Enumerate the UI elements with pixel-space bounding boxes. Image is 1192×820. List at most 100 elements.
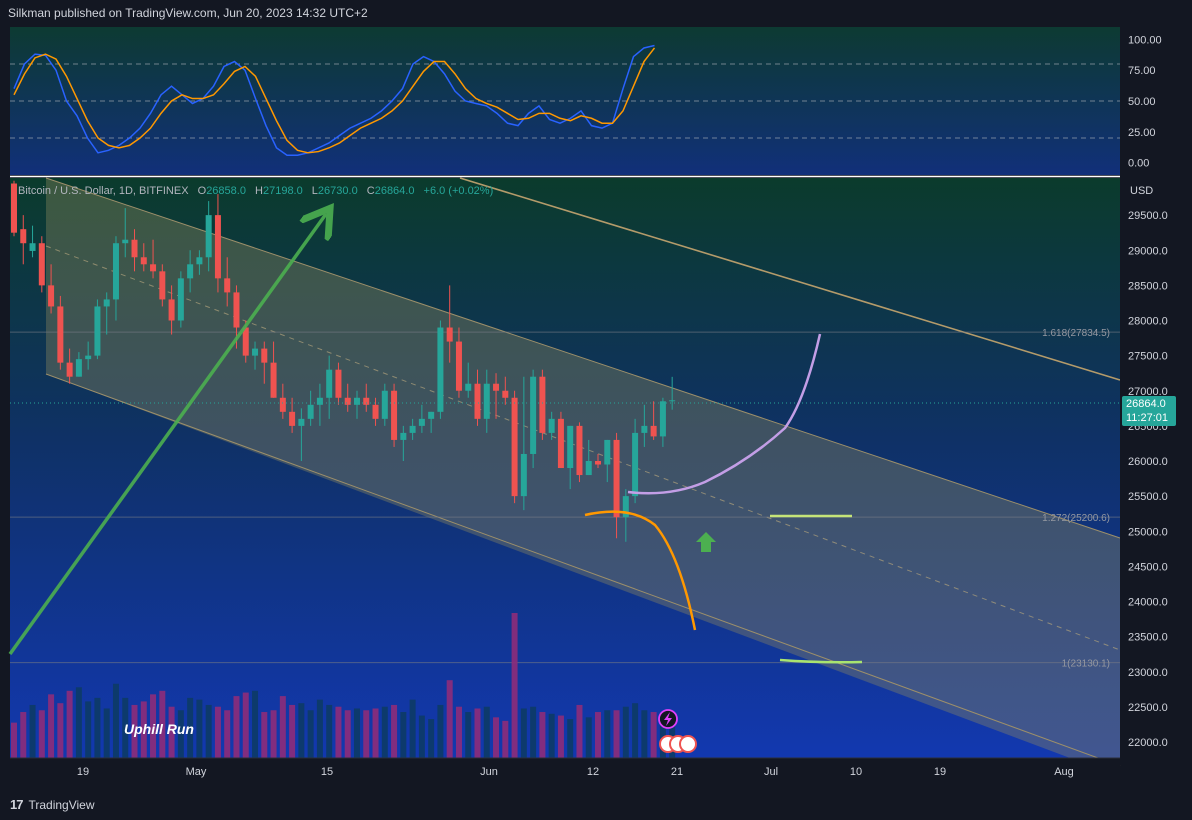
time-tick: 12	[587, 766, 599, 778]
publish-header: Silkman published on TradingView.com, Ju…	[8, 6, 368, 20]
us-flag-icon-3[interactable]	[679, 735, 697, 753]
osc-tick: 25.00	[1128, 127, 1156, 139]
price-tick: 23000.0	[1128, 667, 1168, 679]
volume-bar	[298, 703, 305, 758]
volume-bar	[122, 697, 129, 758]
price-tick: 28000.0	[1128, 316, 1168, 328]
candles	[11, 180, 676, 542]
volume-bars	[11, 613, 676, 758]
candle-body	[270, 362, 277, 398]
candle-body	[20, 229, 27, 244]
volume-bar	[187, 697, 194, 758]
channel-lower-line	[45, 373, 1121, 767]
price-tick: 24500.0	[1128, 561, 1168, 573]
price-tick: 29000.0	[1128, 245, 1168, 257]
volume-bar	[177, 710, 184, 758]
volume-bar	[530, 706, 537, 758]
high-label: H	[255, 185, 263, 197]
volume-bar	[233, 696, 240, 758]
low-label: L	[311, 185, 318, 197]
candle-body	[585, 461, 592, 476]
volume-bar	[604, 710, 611, 758]
volume-bar	[75, 687, 82, 758]
symbol-legend[interactable]: Bitcoin / U.S. Dollar, 1D, BITFINEX O268…	[18, 185, 493, 197]
candle-body	[381, 390, 388, 419]
volume-bar	[20, 712, 27, 758]
volume-bar	[344, 710, 351, 758]
candle-body	[75, 359, 82, 377]
candle-body	[409, 425, 416, 433]
candle-body	[11, 183, 17, 233]
projection-orange-path	[584, 510, 697, 631]
candle-body	[335, 369, 342, 398]
candle-body	[474, 383, 481, 419]
volume-bar	[400, 712, 407, 758]
stoch-d-line	[13, 47, 656, 154]
candle-body	[122, 239, 129, 244]
candle-body	[252, 348, 259, 356]
time-tick: Jul	[764, 766, 778, 778]
volume-bar	[632, 703, 639, 758]
oscillator-axis[interactable]: 100.00 75.00 50.00 25.00 0.00	[1120, 27, 1192, 175]
volume-bar	[446, 680, 453, 758]
events-badges[interactable]	[658, 709, 697, 753]
candle-body	[576, 425, 583, 476]
volume-bar	[316, 699, 323, 758]
candle-body	[205, 215, 212, 258]
candle-body	[224, 278, 231, 293]
volume-bar	[66, 690, 73, 758]
price-tick: 22000.0	[1128, 737, 1168, 749]
price-tick: 23500.0	[1128, 632, 1168, 644]
volume-bar	[196, 699, 203, 758]
candle-body	[455, 341, 462, 391]
volume-bar	[112, 683, 119, 758]
svg-text:11:27:01: 11:27:01	[1126, 412, 1168, 424]
volume-bar	[595, 712, 602, 758]
candle-body	[539, 376, 546, 433]
volume-bar	[585, 717, 592, 758]
fib-label: 1(23130.1)	[1062, 659, 1110, 670]
volume-bar	[159, 690, 166, 758]
candle-body	[622, 496, 629, 518]
volume-bar	[11, 722, 17, 758]
resistance-trendline	[459, 177, 1121, 381]
close-value: 26864.0	[374, 185, 415, 197]
candle-body	[261, 348, 268, 363]
last-price-label: 26864.0 11:27:01	[1122, 396, 1176, 426]
candle-body	[428, 411, 435, 419]
lightning-glyph	[664, 712, 672, 726]
brand-name: TradingView	[28, 797, 95, 812]
price-tick: 28500.0	[1128, 280, 1168, 292]
uphill-arrow	[8, 214, 326, 656]
volume-bar	[279, 696, 286, 758]
price-tick: 25000.0	[1128, 526, 1168, 538]
volume-bar	[465, 712, 472, 758]
volume-bar	[131, 704, 138, 758]
price-axis[interactable]: 29500.0 29000.0 28500.0 28000.0 27500.0 27000…	[1120, 178, 1192, 758]
close-label: C	[366, 185, 375, 197]
volume-bar	[557, 715, 564, 758]
fib-levels: 1.618(27834.5) 1.272(25200.6) 1(23130.1)	[10, 328, 1120, 670]
price-tick: 24000.0	[1128, 597, 1168, 609]
time-axis[interactable]: 19 May 15 Jun 12 21 Jul 10 19 Aug	[10, 757, 1120, 784]
fib-label: 1.618(27834.5)	[1042, 328, 1110, 339]
volume-bar	[363, 710, 370, 758]
candle-body	[641, 425, 648, 433]
volume-bar	[242, 692, 249, 758]
volume-bar	[641, 710, 648, 758]
candle-body	[168, 299, 175, 321]
candle-body	[418, 418, 425, 426]
candle-body	[353, 397, 360, 405]
tradingview-footer[interactable]: 17 TradingView	[10, 797, 95, 812]
time-tick: May	[186, 766, 207, 778]
candle-body	[557, 418, 564, 469]
change-value: +6.0 (+0.02%)	[423, 185, 494, 197]
volume-bar	[548, 713, 555, 758]
candle-body	[140, 257, 147, 265]
volume-bar	[418, 715, 425, 758]
candle-body	[669, 400, 676, 402]
volume-bar	[289, 704, 296, 758]
candle-body	[150, 264, 157, 272]
candle-body	[307, 404, 314, 419]
